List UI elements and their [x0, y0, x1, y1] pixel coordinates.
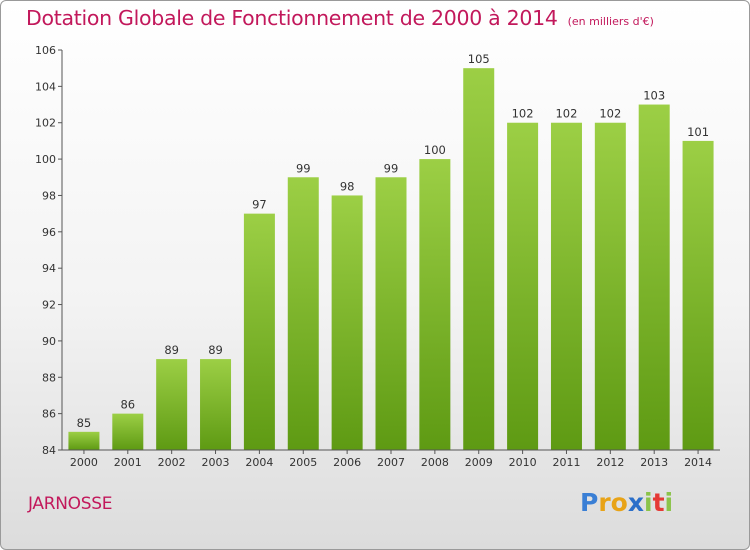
logo-letter: o: [610, 488, 628, 517]
y-tick-label: 106: [35, 44, 56, 57]
bar-value-label: 99: [384, 161, 399, 175]
logo-letter: i: [644, 488, 653, 517]
bar: [507, 122, 539, 451]
bar: [682, 140, 714, 450]
bar-value-label: 103: [643, 89, 665, 103]
logo-letter: x: [627, 488, 644, 517]
bar-value-label: 89: [208, 343, 223, 357]
y-tick-label: 84: [42, 444, 56, 457]
x-tick-label: 2011: [552, 456, 580, 469]
bar: [243, 213, 275, 450]
x-tick-label: 2001: [114, 456, 142, 469]
y-tick-label: 104: [35, 80, 56, 93]
bar: [594, 122, 626, 451]
bar-value-label: 89: [164, 343, 179, 357]
logo-letter: i: [664, 488, 674, 517]
logo-letter: t: [652, 488, 665, 517]
bar-value-label: 101: [687, 125, 709, 139]
bar: [68, 431, 100, 450]
logo-letter: r: [598, 488, 611, 517]
x-tick-label: 2002: [158, 456, 186, 469]
y-tick-label: 90: [42, 335, 56, 348]
x-tick-label: 2004: [245, 456, 273, 469]
x-tick-label: 2010: [509, 456, 537, 469]
bar-value-label: 85: [77, 416, 92, 430]
x-tick-label: 2009: [465, 456, 493, 469]
bar: [287, 177, 319, 451]
commune-name: JARNOSSE: [28, 494, 113, 514]
bar-value-label: 97: [252, 198, 267, 212]
x-tick-label: 2000: [70, 456, 98, 469]
bar: [550, 122, 582, 451]
bar-value-label: 100: [424, 143, 446, 157]
x-tick-label: 2013: [640, 456, 668, 469]
bar: [156, 359, 188, 450]
bar-value-label: 102: [555, 107, 577, 121]
bars: 85 86 89 89 97 99 98 99 100 105 102 102 102 103 101: [68, 52, 714, 451]
x-tick-label: 2006: [333, 456, 361, 469]
logo-letter: P: [580, 488, 599, 517]
y-tick-label: 88: [42, 371, 56, 384]
chart-title-text: Dotation Globale de Fonctionnement de 20…: [26, 6, 558, 30]
y-tick-label: 102: [35, 117, 56, 130]
y-tick-label: 100: [35, 153, 56, 166]
x-axis: 2000 2001 2002 2003 2004 2005 2006 2007 2008 2009…: [62, 449, 720, 469]
bar: [463, 68, 495, 450]
y-tick-label: 92: [42, 299, 56, 312]
x-tick-label: 2014: [684, 456, 712, 469]
bar-value-label: 102: [599, 107, 621, 121]
y-axis: 84 86 88 90 92 94 96 98 100 102 104 106: [35, 44, 63, 457]
bar: [331, 195, 363, 450]
bar-value-label: 105: [468, 52, 490, 66]
x-tick-label: 2012: [596, 456, 624, 469]
y-tick-label: 94: [42, 262, 56, 275]
bar: [200, 359, 232, 450]
bar: [375, 177, 407, 451]
chart-unit: (en milliers d'€): [567, 15, 654, 28]
y-tick-label: 86: [42, 408, 56, 421]
x-tick-label: 2003: [202, 456, 230, 469]
bar: [638, 104, 670, 450]
chart-title: Dotation Globale de Fonctionnement de 20…: [26, 6, 654, 30]
x-tick-label: 2005: [289, 456, 317, 469]
y-tick-label: 96: [42, 226, 56, 239]
bar-value-label: 99: [296, 161, 311, 175]
bar-value-label: 98: [340, 179, 355, 193]
bar: [419, 159, 451, 450]
bar: [112, 413, 144, 450]
y-tick-label: 98: [42, 189, 56, 202]
bar-value-label: 86: [120, 398, 135, 412]
proxiti-logo[interactable]: Proxiti: [580, 488, 673, 517]
bar-value-label: 102: [512, 107, 534, 121]
x-tick-label: 2008: [421, 456, 449, 469]
x-tick-label: 2007: [377, 456, 405, 469]
